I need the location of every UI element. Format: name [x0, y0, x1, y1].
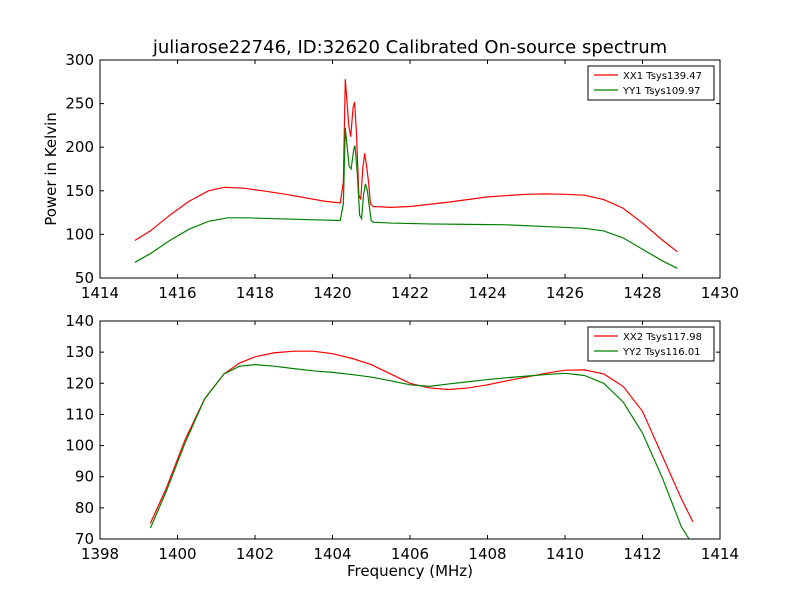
top-x-tick-label: 1424	[468, 284, 506, 302]
bottom-panel: 1398 1400 1402 1404 1406 1408 1410 1412 1414 70 80…	[65, 312, 739, 563]
bottom-y-tick-label: 140	[65, 312, 94, 330]
bottom-series-line-yy2	[149, 363, 690, 539]
top-x-tick-label: 1428	[623, 284, 661, 302]
bottom-y-tick-label: 110	[65, 405, 94, 423]
bottom-y-tick-label: 100	[65, 437, 94, 455]
bottom-y-tick-label: 70	[75, 530, 94, 548]
bottom-y-tick-label: 80	[75, 499, 94, 517]
top-series-line-yy1	[134, 127, 678, 269]
top-y-tick-label: 150	[65, 182, 94, 200]
bottom-y-tick-label: 130	[65, 343, 94, 361]
top-x-tick-label: 1430	[701, 284, 739, 302]
top-x-tick-label: 1418	[236, 284, 274, 302]
bottom-legend: XX2 Tsys117.98 YY2 Tsys116.01	[587, 326, 715, 362]
top-legend-label: YY1 Tsys109.97	[622, 86, 701, 97]
bottom-x-tick-label: 1408	[468, 545, 506, 563]
top-x-tick-label: 1416	[158, 284, 196, 302]
bottom-y-tick-label: 120	[65, 374, 94, 392]
bottom-x-tick-label: 1400	[158, 545, 196, 563]
top-series-line-xx1	[134, 79, 678, 253]
bottom-x-axis-label: Frequency (MHz)	[347, 562, 473, 580]
bottom-legend-box	[587, 326, 715, 362]
top-y-tick-label: 300	[65, 51, 94, 69]
bottom-x-tick-label: 1404	[313, 545, 351, 563]
chart-title: juliarose22746, ID:32620 Calibrated On-s…	[152, 37, 667, 58]
bottom-x-tick-label: 1398	[81, 545, 119, 563]
bottom-x-tick-label: 1402	[236, 545, 274, 563]
top-panel: 1414 1416 1418 1420 1422 1424 1426 1428 1430 50 10…	[65, 51, 739, 302]
top-legend-box	[587, 65, 715, 101]
top-x-tick-label: 1414	[81, 284, 119, 302]
top-y-tick-label: 50	[75, 269, 94, 287]
top-legend-label: XX1 Tsys139.47	[623, 71, 702, 82]
bottom-y-tick-label: 90	[75, 468, 94, 486]
top-x-tick-label: 1422	[391, 284, 429, 302]
bottom-x-tick-label: 1412	[623, 545, 661, 563]
top-y-axis-label: Power in Kelvin	[42, 112, 60, 226]
bottom-x-tick-label: 1410	[546, 545, 584, 563]
top-legend: XX1 Tsys139.47 YY1 Tsys109.97	[587, 65, 715, 101]
bottom-legend-label: YY2 Tsys116.01	[622, 347, 701, 358]
top-y-tick-label: 200	[65, 138, 94, 156]
bottom-legend-label: XX2 Tsys117.98	[623, 332, 702, 343]
bottom-x-tick-label: 1406	[391, 545, 429, 563]
bottom-x-tick-label: 1414	[701, 545, 739, 563]
top-x-tick-label: 1426	[546, 284, 584, 302]
top-y-tick-label: 100	[65, 225, 94, 243]
top-x-tick-label: 1420	[313, 284, 351, 302]
top-y-tick-label: 250	[65, 95, 94, 113]
